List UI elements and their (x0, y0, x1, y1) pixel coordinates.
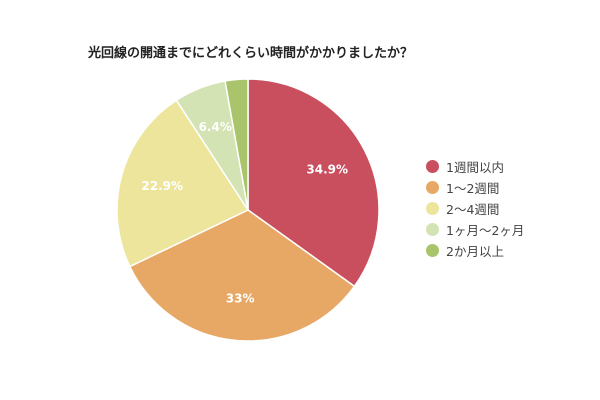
legend-item-within-1-week[interactable]: 1週間以内 (426, 156, 524, 177)
legend-label: 1ヶ月〜2ヶ月 (446, 223, 525, 238)
slice-value-label: 22.9% (141, 179, 183, 193)
legend-label: 1週間以内 (446, 160, 504, 175)
slice-within-1-week[interactable] (247, 78, 380, 288)
chart-title: 光回線の開通までにどれくらい時間がかかりましたか？ (88, 46, 414, 61)
legend-item-2-4-weeks[interactable]: 2〜4週間 (426, 198, 524, 219)
legend-dot-icon (426, 181, 439, 194)
legend-label: 2〜4週間 (446, 202, 500, 217)
legend-dot-icon (426, 223, 439, 236)
slice-2-4-weeks[interactable] (116, 99, 250, 268)
legend-dot-icon (426, 160, 439, 173)
legend-dot-icon (426, 244, 439, 257)
legend-label: 1〜2週間 (446, 181, 500, 196)
legend-item-1-2-months[interactable]: 1ヶ月〜2ヶ月 (426, 219, 524, 240)
legend-dot-icon (426, 202, 439, 215)
slice-1-2-weeks[interactable] (128, 209, 356, 342)
slice-over-2-months[interactable] (224, 78, 249, 211)
slice-value-label: 34.9% (306, 162, 348, 176)
slice-value-label: 6.4% (199, 120, 232, 134)
legend-item-1-2-weeks[interactable]: 1〜2週間 (426, 177, 524, 198)
legend: 1週間以内 1〜2週間 2〜4週間 1ヶ月〜2ヶ月 2か月以上 (426, 156, 524, 261)
slice-value-label: 33% (226, 292, 255, 306)
legend-item-over-2-months[interactable]: 2か月以上 (426, 240, 524, 261)
legend-label: 2か月以上 (446, 244, 504, 259)
